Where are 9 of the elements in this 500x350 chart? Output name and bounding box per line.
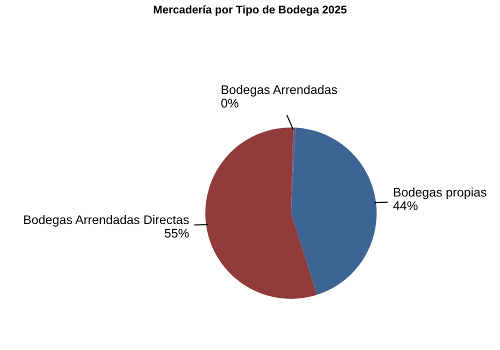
chart-title: Mercadería por Tipo de Bodega 2025 [154,5,347,16]
pie-slice [291,128,377,295]
data-label: 55% [164,228,189,238]
pie-slice [205,127,317,299]
slice-label: Bodegas propias [394,187,486,200]
data-label: 0% [221,98,238,108]
slice-label: Bodegas Arrendadas [222,84,338,97]
data-label: 44% [393,201,418,210]
slice-label: Bodegas Arrendadas Directas [24,214,189,227]
